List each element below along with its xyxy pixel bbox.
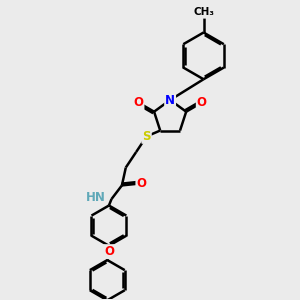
Text: O: O	[136, 177, 146, 190]
Text: CH₃: CH₃	[193, 8, 214, 17]
Text: HN: HN	[86, 191, 106, 204]
Text: O: O	[197, 96, 207, 110]
Text: S: S	[142, 130, 151, 143]
Text: N: N	[165, 94, 175, 106]
Text: O: O	[104, 245, 114, 258]
Text: O: O	[134, 96, 143, 110]
